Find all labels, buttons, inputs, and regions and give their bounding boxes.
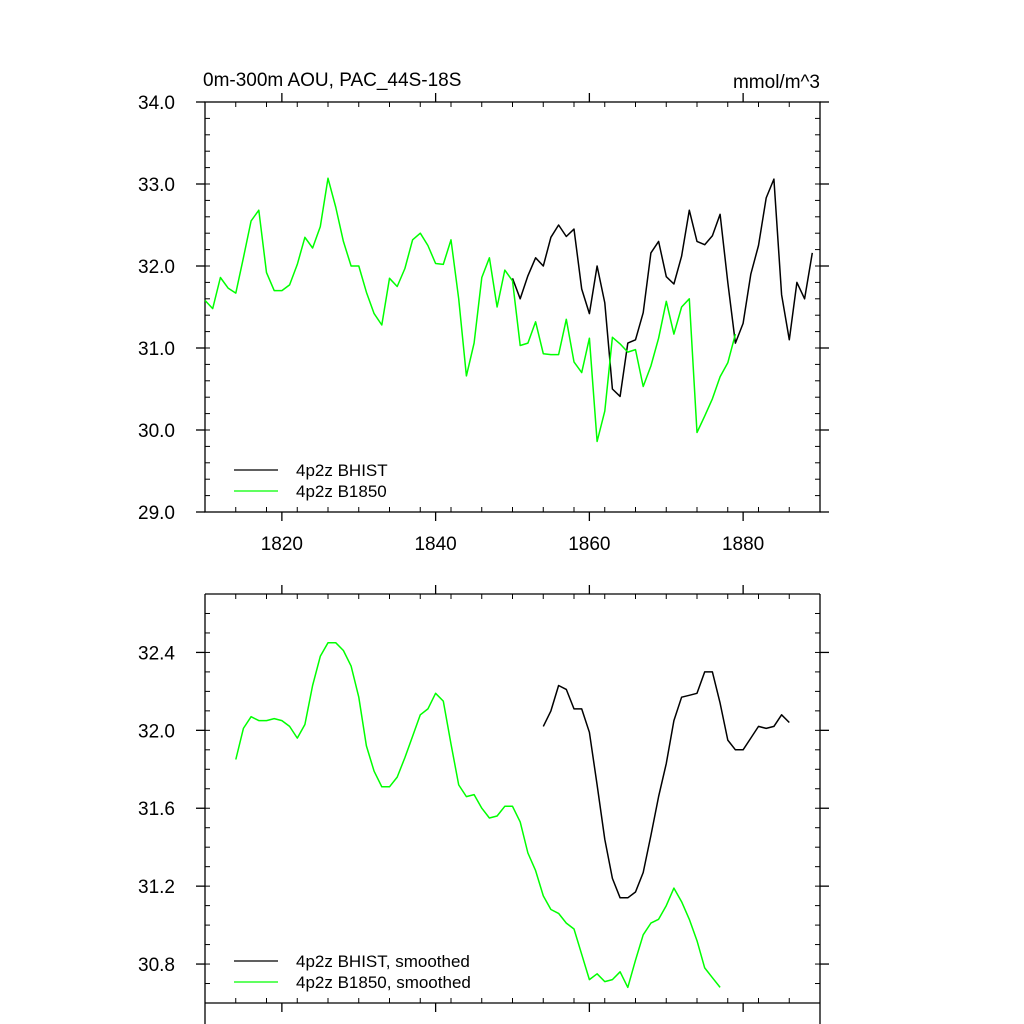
y-tick-label: 30.0 xyxy=(138,421,175,442)
y-tick-label: 32.0 xyxy=(138,721,175,742)
legend: 4p2z BHIST 4p2z B1850 xyxy=(234,461,388,501)
y-tick-label: 32.0 xyxy=(138,257,175,278)
plot-frame xyxy=(204,101,821,513)
legend-smoothed: 4p2z BHIST, smoothed 4p2z B1850, smoothe… xyxy=(234,952,471,992)
top-panel: 0m-300m AOU, PAC_44S-18S mmol/m^3 1820 18… xyxy=(138,70,829,555)
y-tick-label: 33.0 xyxy=(138,175,175,196)
legend-label-b1850-smoothed: 4p2z B1850, smoothed xyxy=(296,973,471,992)
series-line-4p2z-bhist xyxy=(511,178,814,398)
series-line-4p2z-bhist-smoothed xyxy=(542,671,790,899)
x-tick-label: 1860 xyxy=(568,534,610,555)
bottom-panel: 30.8 31.2 31.6 32.0 32.4 4p2z BHIST, smoothe… xyxy=(138,585,829,1024)
legend-label-b1850: 4p2z B1850 xyxy=(296,482,387,501)
x-tick-label: 1820 xyxy=(261,534,303,555)
y-tick-label: 31.2 xyxy=(138,877,175,898)
y-tick-label: 29.0 xyxy=(138,503,175,524)
series-line-4p2z-b1850 xyxy=(204,177,737,443)
legend-label-bhist-smoothed: 4p2z BHIST, smoothed xyxy=(296,952,470,971)
y-tick-label: 30.8 xyxy=(138,955,175,976)
y-tick-label: 34.0 xyxy=(138,93,175,114)
y-tick-label: 31.6 xyxy=(138,799,175,820)
chart-title: 0m-300m AOU, PAC_44S-18S xyxy=(203,70,461,91)
x-tick-label: 1880 xyxy=(722,534,764,555)
x-tick-label: 1840 xyxy=(414,534,456,555)
units-label: mmol/m^3 xyxy=(733,72,820,93)
y-tick-label: 32.4 xyxy=(138,643,175,664)
legend-label-bhist: 4p2z BHIST xyxy=(296,461,388,480)
y-tick-label: 31.0 xyxy=(138,339,175,360)
series-line-4p2z-b1850-smoothed xyxy=(235,641,721,989)
